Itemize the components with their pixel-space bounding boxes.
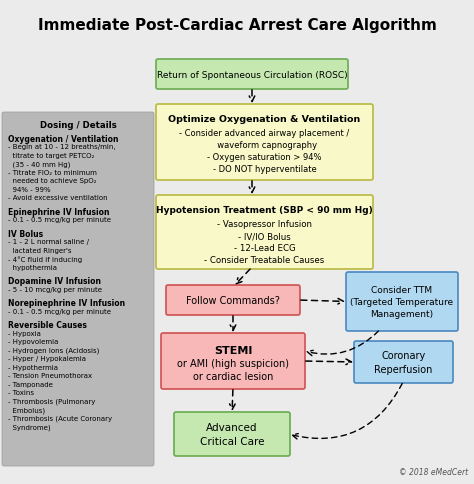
Text: - Vasopressor Infusion
- IV/IO Bolus
- 12-Lead ECG
- Consider Treatable Causes: - Vasopressor Infusion - IV/IO Bolus - 1… [204, 220, 325, 265]
Text: - 0.1 - 0.5 mcg/kg per minute: - 0.1 - 0.5 mcg/kg per minute [8, 308, 111, 314]
Text: - 0.1 - 0.5 mcg/kg per minute: - 0.1 - 0.5 mcg/kg per minute [8, 217, 111, 223]
Text: Oxygenation / Ventilation: Oxygenation / Ventilation [8, 135, 118, 144]
Text: Return of Spontaneous Circulation (ROSC): Return of Spontaneous Circulation (ROSC) [157, 70, 347, 79]
Text: - Consider advanced airway placement /
  waveform capnography
- Oxygen saturatio: - Consider advanced airway placement / w… [179, 129, 350, 174]
Text: © 2018 eMedCert: © 2018 eMedCert [399, 467, 468, 476]
Text: - 5 - 10 mcg/kg per minute: - 5 - 10 mcg/kg per minute [8, 287, 102, 292]
Text: - Toxins: - Toxins [8, 390, 34, 396]
Text: - Tamponade: - Tamponade [8, 381, 53, 387]
FancyBboxPatch shape [174, 412, 290, 456]
Text: needed to achieve SpO₂: needed to achieve SpO₂ [8, 178, 97, 184]
Text: - 4°C fluid if inducing: - 4°C fluid if inducing [8, 256, 82, 263]
Text: - Titrate FIO₂ to minimum: - Titrate FIO₂ to minimum [8, 170, 97, 176]
Text: Coronary
Reperfusion: Coronary Reperfusion [374, 351, 433, 374]
Text: Consider TTM
(Targeted Temperature
Management): Consider TTM (Targeted Temperature Manag… [350, 286, 454, 318]
Text: hypothermia: hypothermia [8, 264, 57, 271]
Text: - 1 - 2 L normal saline /: - 1 - 2 L normal saline / [8, 239, 89, 245]
Text: Epinephrine IV Infusion: Epinephrine IV Infusion [8, 208, 109, 216]
FancyBboxPatch shape [346, 272, 458, 332]
Text: Follow Commands?: Follow Commands? [186, 295, 280, 305]
Text: Immediate Post-Cardiac Arrest Care Algorithm: Immediate Post-Cardiac Arrest Care Algor… [37, 18, 437, 33]
Text: - Thrombosis (Acute Coronary: - Thrombosis (Acute Coronary [8, 415, 112, 422]
Text: - Hydrogen Ions (Acidosis): - Hydrogen Ions (Acidosis) [8, 348, 100, 354]
Text: Norepinephrine IV Infusion: Norepinephrine IV Infusion [8, 299, 125, 308]
Text: Dopamine IV Infusion: Dopamine IV Infusion [8, 277, 101, 286]
Text: Optimize Oxygenation & Ventilation: Optimize Oxygenation & Ventilation [168, 115, 361, 124]
Text: - Hypothermia: - Hypothermia [8, 364, 58, 370]
Text: Hypotension Treatment (SBP < 90 mm Hg): Hypotension Treatment (SBP < 90 mm Hg) [156, 206, 373, 214]
Text: - Begin at 10 - 12 breaths/min,: - Begin at 10 - 12 breaths/min, [8, 144, 116, 150]
Text: (35 - 40 mm Hg): (35 - 40 mm Hg) [8, 161, 70, 167]
Text: titrate to target PETCO₂: titrate to target PETCO₂ [8, 152, 94, 159]
Text: - Tension Pneumothorax: - Tension Pneumothorax [8, 373, 92, 378]
Text: - Hypoxia: - Hypoxia [8, 330, 41, 336]
Text: IV Bolus: IV Bolus [8, 229, 43, 239]
FancyBboxPatch shape [156, 196, 373, 270]
Text: - Avoid excessive ventilation: - Avoid excessive ventilation [8, 195, 108, 201]
Text: - Hyper / Hypokalemia: - Hyper / Hypokalemia [8, 356, 86, 362]
FancyBboxPatch shape [161, 333, 305, 389]
Text: Dosing / Details: Dosing / Details [40, 121, 117, 130]
Text: Reversible Causes: Reversible Causes [8, 321, 87, 330]
Text: - Thrombosis (Pulmonary: - Thrombosis (Pulmonary [8, 398, 95, 405]
Text: STEMI: STEMI [214, 345, 252, 355]
Text: Embolus): Embolus) [8, 407, 45, 413]
FancyBboxPatch shape [156, 105, 373, 181]
FancyBboxPatch shape [166, 286, 300, 316]
FancyBboxPatch shape [2, 113, 154, 466]
FancyBboxPatch shape [354, 341, 453, 383]
Text: 94% - 99%: 94% - 99% [8, 187, 51, 193]
Text: - Hypovolemia: - Hypovolemia [8, 339, 58, 345]
Text: or AMI (high suspicion)
or cardiac lesion: or AMI (high suspicion) or cardiac lesio… [177, 358, 289, 381]
FancyBboxPatch shape [156, 60, 348, 90]
Text: Syndrome): Syndrome) [8, 424, 51, 430]
Text: lactated Ringer's: lactated Ringer's [8, 247, 72, 254]
Text: Advanced
Critical Care: Advanced Critical Care [200, 423, 264, 446]
